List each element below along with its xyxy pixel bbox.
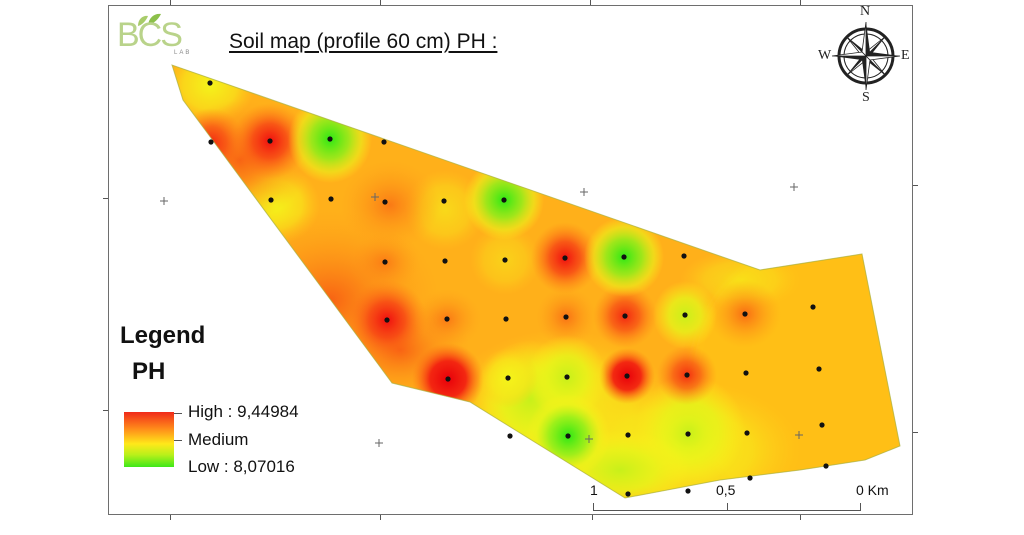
compass-east: E — [901, 48, 910, 63]
frame-tick — [592, 515, 593, 520]
legend-color-ramp — [124, 412, 174, 467]
legend-high-label: High : 9,44984 — [188, 402, 299, 421]
bcs-lab-logo: BCS LAB — [114, 8, 204, 58]
scale-label-1: 1 — [590, 482, 598, 498]
legend-title: Legend — [120, 322, 206, 349]
scale-label-half: 0,5 — [716, 482, 736, 498]
legend-low-label: Low : 8,07016 — [188, 457, 295, 476]
scale-label-zero: 0 Km — [856, 482, 889, 498]
compass-rose-icon — [831, 21, 901, 91]
logo-subtext: LAB — [174, 50, 192, 56]
frame-tick — [380, 0, 381, 5]
frame-tick — [380, 515, 381, 520]
legend-medium-label: Medium — [188, 430, 249, 449]
frame-tick — [800, 0, 801, 5]
frame-tick — [800, 515, 801, 520]
logo-text: BCS — [117, 16, 183, 54]
grid-crosshairs — [160, 183, 803, 447]
legend-tick-medium — [174, 440, 182, 441]
frame-tick — [913, 185, 918, 186]
frame-tick — [590, 0, 591, 5]
legend-variable: PH — [132, 358, 166, 385]
frame-tick — [170, 515, 171, 520]
compass-west: W — [818, 48, 832, 63]
map-title: Soil map (profile 60 cm) PH : — [229, 30, 498, 53]
compass-south: S — [862, 90, 870, 105]
frame-tick — [170, 0, 171, 5]
frame-tick — [103, 410, 108, 411]
frame-tick — [103, 198, 108, 199]
compass-north: N — [860, 4, 871, 19]
scale-bar-mid-tick — [727, 503, 728, 511]
leaf-icon — [138, 13, 161, 26]
sample-points — [207, 80, 829, 497]
compass-rose: N S W E — [818, 4, 914, 105]
scale-bar — [593, 503, 861, 511]
legend-tick-high — [174, 413, 182, 414]
frame-tick — [913, 432, 918, 433]
